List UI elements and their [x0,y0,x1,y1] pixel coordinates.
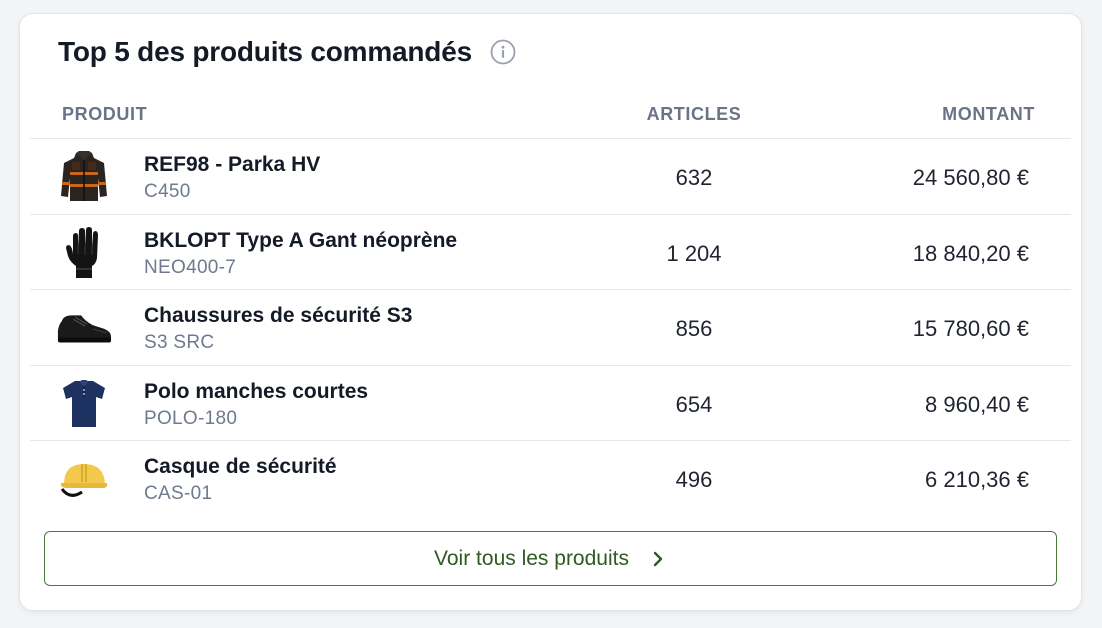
card-header: Top 5 des produits commandés [58,34,516,70]
glove-icon [56,224,112,280]
amount-value: 15 780,60 € [912,316,1029,341]
product-reference: NEO400-7 [144,256,237,278]
view-all-products-button[interactable]: Voir tous les produits [44,531,1057,586]
column-header-articles: ARTICLES [646,104,742,124]
top-products-card: Top 5 des produits commandés PRODUIT ART… [19,13,1082,611]
articles-count: 496 [675,467,713,492]
product-name: REF98 - Parka HV [144,153,321,176]
table-row[interactable]: BKLOPT Type A Gant néoprène NEO400-7 1 2… [30,215,1071,290]
chevron-right-icon [651,551,667,567]
articles-count: 856 [675,316,713,341]
column-header-amount: MONTANT [942,104,1035,124]
safety-shoe-icon [56,299,112,355]
table-row[interactable]: Casque de sécurité CAS-01 496 6 210,36 € [30,441,1071,516]
table-row[interactable]: Chaussures de sécurité S3 S3 SRC 856 15 … [30,290,1071,366]
table-row[interactable]: REF98 - Parka HV C450 632 24 560,80 € [30,139,1071,215]
product-reference: POLO-180 [144,407,238,429]
articles-count: 1 204 [666,240,722,266]
amount-value: 8 960,40 € [925,391,1029,417]
product-reference: CAS-01 [144,483,213,504]
table-row[interactable]: Polo manches courtes POLO-180 654 8 960,… [30,366,1071,441]
articles-count: 654 [675,391,713,417]
polo-shirt-icon [56,375,112,431]
amount-value: 24 560,80 € [912,165,1029,190]
amount-value: 18 840,20 € [912,240,1029,266]
column-header-product: PRODUIT [62,104,148,124]
product-reference: C450 [144,181,191,202]
amount-value: 6 210,36 € [925,467,1029,492]
product-name: Polo manches courtes [144,379,369,403]
product-name: BKLOPT Type A Gant néoprène [144,228,458,252]
articles-count: 632 [675,165,713,190]
card-title: Top 5 des produits commandés [58,36,472,67]
parka-icon [56,148,112,204]
hard-hat-icon [56,450,112,506]
info-icon[interactable] [490,39,516,65]
product-name: Casque de sécurité [144,455,337,478]
product-list: REF98 - Parka HV C450 632 24 560,80 € BK… [30,139,1071,516]
view-all-products-label: Voir tous les produits [434,546,629,570]
product-reference: S3 SRC [144,332,215,353]
product-name: Chaussures de sécurité S3 [144,304,413,327]
table-header: PRODUIT ARTICLES MONTANT [30,98,1071,139]
